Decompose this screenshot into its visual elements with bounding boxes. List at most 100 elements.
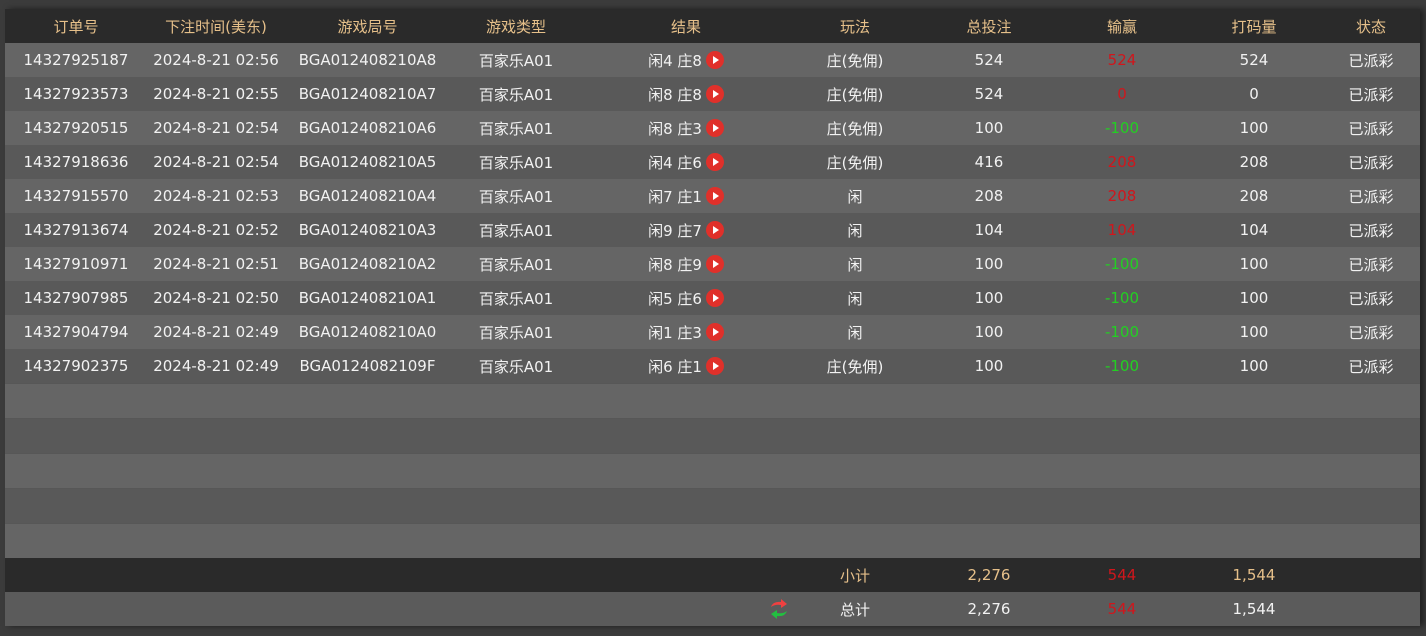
empty-cell bbox=[1186, 453, 1322, 489]
table-header: 订单号 下注时间(美东) 游戏局号 游戏类型 结果 玩法 总投注 输赢 打码量 状态 bbox=[5, 9, 1420, 43]
total-bet: 100 bbox=[974, 357, 1004, 375]
empty-cell bbox=[790, 418, 920, 454]
valid-bet: 0 bbox=[1249, 85, 1259, 103]
empty-cell bbox=[450, 558, 582, 592]
table-row: 14327920515 2024-8-21 02:54 BGA012408210A6… bbox=[5, 111, 1420, 145]
order-id: 14327918636 bbox=[23, 153, 129, 171]
empty-cell bbox=[285, 592, 450, 626]
table-row: 14327913674 2024-8-21 02:52 BGA012408210A3… bbox=[5, 213, 1420, 247]
order-id: 14327902375 bbox=[23, 357, 129, 375]
empty-cell bbox=[1186, 383, 1322, 419]
empty-cell bbox=[1322, 418, 1420, 454]
play-replay-icon[interactable] bbox=[705, 119, 724, 137]
empty-row bbox=[5, 523, 1420, 558]
game-type: 百家乐A01 bbox=[478, 119, 554, 138]
result: 闲5 庄6 bbox=[582, 281, 790, 315]
subtotal-win-loss: 544 bbox=[1107, 566, 1137, 584]
subtotal-row: 小计 2,276 544 1,544 bbox=[5, 558, 1420, 592]
valid-bet: 100 bbox=[1239, 323, 1269, 341]
game-type: 百家乐A01 bbox=[478, 51, 554, 70]
empty-cell bbox=[1322, 592, 1420, 626]
win-loss: -100 bbox=[1104, 255, 1140, 273]
play-replay-icon[interactable] bbox=[705, 255, 724, 273]
win-loss: 0 bbox=[1117, 85, 1127, 103]
table-row: 14327904794 2024-8-21 02:49 BGA012408210A0… bbox=[5, 315, 1420, 349]
empty-cell bbox=[450, 523, 582, 558]
total-bet: 100 bbox=[974, 119, 1004, 137]
game-type: 百家乐A01 bbox=[478, 289, 554, 308]
table-row: 14327907985 2024-8-21 02:50 BGA012408210A1… bbox=[5, 281, 1420, 315]
play-replay-icon[interactable] bbox=[705, 323, 724, 341]
order-id: 14327915570 bbox=[23, 187, 129, 205]
empty-cell bbox=[582, 453, 790, 489]
result: 闲8 庄8 bbox=[582, 77, 790, 111]
empty-cell bbox=[1322, 558, 1420, 592]
empty-cell bbox=[147, 418, 285, 454]
total-bet: 416 bbox=[974, 153, 1004, 171]
result: 闲9 庄7 bbox=[582, 213, 790, 247]
win-loss: -100 bbox=[1104, 323, 1140, 341]
play-replay-icon[interactable] bbox=[705, 51, 724, 69]
header-round-id: 游戏局号 bbox=[337, 17, 398, 36]
round-id: BGA012408210A3 bbox=[298, 221, 437, 239]
game-type: 百家乐A01 bbox=[478, 153, 554, 172]
empty-cell bbox=[147, 592, 285, 626]
play-type: 闲 bbox=[847, 323, 863, 342]
empty-cell bbox=[1186, 523, 1322, 558]
empty-cell bbox=[147, 523, 285, 558]
empty-cell bbox=[147, 558, 285, 592]
table-row: 14327918636 2024-8-21 02:54 BGA012408210A5… bbox=[5, 145, 1420, 179]
status: 已派彩 bbox=[1348, 153, 1394, 172]
header-order-id: 订单号 bbox=[53, 17, 99, 36]
result-text: 闲7 庄1 bbox=[648, 187, 702, 206]
empty-cell bbox=[1322, 488, 1420, 524]
empty-cell bbox=[450, 592, 582, 626]
order-id: 14327913674 bbox=[23, 221, 129, 239]
status: 已派彩 bbox=[1348, 187, 1394, 206]
status: 已派彩 bbox=[1348, 289, 1394, 308]
bet-time: 2024-8-21 02:55 bbox=[153, 85, 279, 103]
round-id: BGA012408210A6 bbox=[298, 119, 437, 137]
round-id: BGA012408210A7 bbox=[298, 85, 437, 103]
total-bet: 524 bbox=[974, 85, 1004, 103]
round-id: BGA012408210A1 bbox=[298, 289, 437, 307]
valid-bet: 104 bbox=[1239, 221, 1269, 239]
total-valid-bet: 1,544 bbox=[1232, 600, 1276, 618]
empty-cell bbox=[285, 383, 450, 419]
total-bet: 208 bbox=[974, 187, 1004, 205]
total-bet: 100 bbox=[974, 255, 1004, 273]
result-text: 闲9 庄7 bbox=[648, 221, 702, 240]
bet-time: 2024-8-21 02:49 bbox=[153, 357, 279, 375]
play-type: 闲 bbox=[847, 221, 863, 240]
valid-bet: 524 bbox=[1239, 51, 1269, 69]
play-type: 庄(免佣) bbox=[826, 357, 884, 376]
status: 已派彩 bbox=[1348, 119, 1394, 138]
empty-cell bbox=[1058, 418, 1186, 454]
bet-time: 2024-8-21 02:52 bbox=[153, 221, 279, 239]
empty-cell bbox=[450, 383, 582, 419]
refresh-icon[interactable] bbox=[768, 598, 790, 620]
win-loss: 524 bbox=[1107, 51, 1137, 69]
win-loss: -100 bbox=[1104, 289, 1140, 307]
play-replay-icon[interactable] bbox=[705, 187, 724, 205]
result-text: 闲8 庄9 bbox=[648, 255, 702, 274]
result-text: 闲4 庄6 bbox=[648, 153, 702, 172]
empty-row bbox=[5, 488, 1420, 524]
play-replay-icon[interactable] bbox=[705, 357, 724, 375]
result: 闲7 庄1 bbox=[582, 179, 790, 213]
play-replay-icon[interactable] bbox=[705, 85, 724, 103]
empty-cell bbox=[1058, 383, 1186, 419]
play-replay-icon[interactable] bbox=[705, 289, 724, 307]
total-bet: 104 bbox=[974, 221, 1004, 239]
header-valid-bet: 打码量 bbox=[1231, 17, 1277, 36]
play-replay-icon[interactable] bbox=[705, 221, 724, 239]
status: 已派彩 bbox=[1348, 51, 1394, 70]
play-replay-icon[interactable] bbox=[705, 153, 724, 171]
empty-cell bbox=[1058, 523, 1186, 558]
result: 闲8 庄3 bbox=[582, 111, 790, 145]
round-id: BGA012408210A8 bbox=[298, 51, 437, 69]
header-status: 状态 bbox=[1355, 17, 1386, 36]
empty-cell bbox=[1322, 383, 1420, 419]
empty-cell bbox=[1058, 488, 1186, 524]
result: 闲4 庄6 bbox=[582, 145, 790, 179]
